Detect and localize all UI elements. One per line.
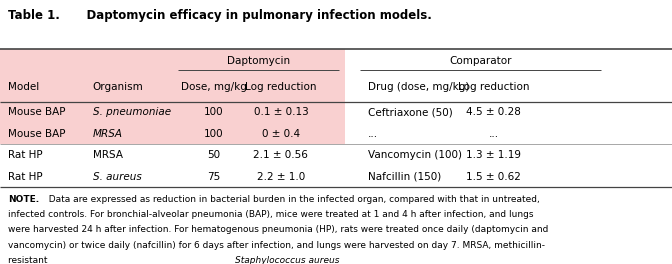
Text: Comparator: Comparator [449, 56, 512, 66]
Text: were harvested 24 h after infection. For hematogenous pneumonia (HP), rats were : were harvested 24 h after infection. For… [8, 225, 548, 234]
Text: 1.3 ± 1.19: 1.3 ± 1.19 [466, 150, 521, 160]
Text: 75: 75 [207, 172, 220, 182]
Text: Drug (dose, mg/kg): Drug (dose, mg/kg) [368, 82, 470, 92]
Text: 2.2 ± 1.0: 2.2 ± 1.0 [257, 172, 305, 182]
Text: Organism: Organism [93, 82, 144, 92]
Text: 100: 100 [204, 107, 224, 117]
Text: Log reduction: Log reduction [458, 82, 530, 92]
Text: vancomycin) or twice daily (nafcillin) for 6 days after infection, and lungs wer: vancomycin) or twice daily (nafcillin) f… [8, 241, 545, 249]
Text: Rat HP: Rat HP [8, 172, 43, 182]
Text: S. aureus: S. aureus [93, 172, 142, 182]
Bar [0, 123, 345, 144]
Text: infected controls. For bronchial-alveolar pneumonia (BAP), mice were treated at : infected controls. For bronchial-alveola… [8, 210, 534, 219]
Text: 100: 100 [204, 129, 224, 139]
Text: Rat HP: Rat HP [8, 150, 43, 160]
Text: 1.5 ± 0.62: 1.5 ± 0.62 [466, 172, 521, 182]
Text: Nafcillin (150): Nafcillin (150) [368, 172, 442, 182]
Text: 0.1 ± 0.13: 0.1 ± 0.13 [253, 107, 308, 117]
Text: Table 1.: Table 1. [8, 9, 60, 22]
Text: Mouse BAP: Mouse BAP [8, 129, 66, 139]
Text: Staphylococcus aureus: Staphylococcus aureus [235, 256, 340, 264]
Text: Dose, mg/kg: Dose, mg/kg [181, 82, 247, 92]
Text: S. pneumoniae: S. pneumoniae [93, 107, 171, 117]
Text: Mouse BAP: Mouse BAP [8, 107, 66, 117]
Text: 50: 50 [207, 150, 220, 160]
Text: Daptomycin efficacy in pulmonary infection models.: Daptomycin efficacy in pulmonary infecti… [70, 9, 432, 22]
Text: 2.1 ± 0.56: 2.1 ± 0.56 [253, 150, 308, 160]
Bar [0, 49, 345, 73]
Text: Model: Model [8, 82, 40, 92]
Text: Vancomycin (100): Vancomycin (100) [368, 150, 462, 160]
Bar [0, 101, 345, 123]
Text: Log reduction: Log reduction [245, 82, 317, 92]
Text: ...: ... [489, 129, 499, 139]
Text: 4.5 ± 0.28: 4.5 ± 0.28 [466, 107, 521, 117]
Text: Daptomycin: Daptomycin [227, 56, 290, 66]
Bar [0, 73, 345, 101]
Text: resistant: resistant [8, 256, 50, 264]
Text: Data are expressed as reduction in bacterial burden in the infected organ, compa: Data are expressed as reduction in bacte… [43, 195, 540, 204]
Text: 0 ± 0.4: 0 ± 0.4 [262, 129, 300, 139]
Text: MRSA: MRSA [93, 129, 123, 139]
Text: MRSA: MRSA [93, 150, 123, 160]
Text: Ceftriaxone (50): Ceftriaxone (50) [368, 107, 453, 117]
Text: ...: ... [368, 129, 378, 139]
Text: NOTE.: NOTE. [8, 195, 39, 204]
